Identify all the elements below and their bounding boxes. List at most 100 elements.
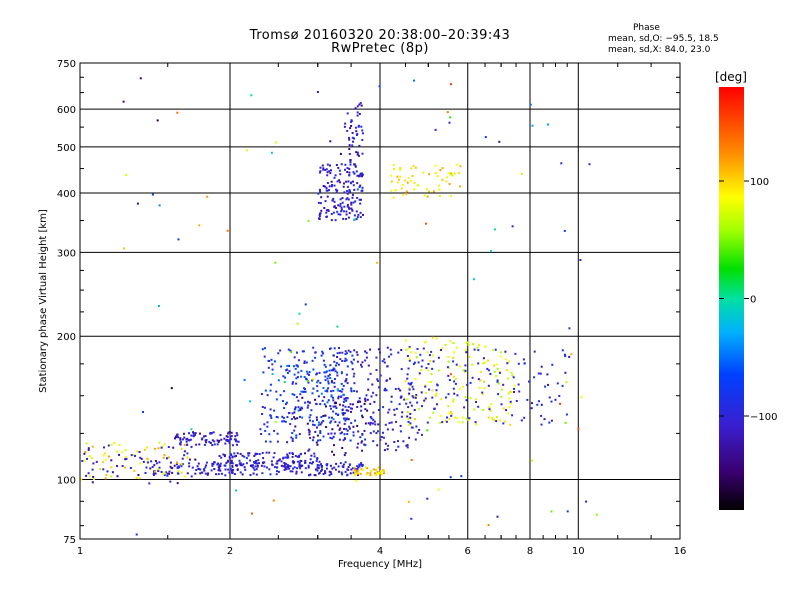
data-point (364, 359, 367, 362)
data-point (314, 356, 317, 359)
data-point (410, 351, 413, 354)
phase-stats-o: mean, sd,O: −95.5, 18.5 (608, 34, 719, 44)
data-point (176, 433, 179, 436)
data-point (124, 466, 126, 469)
data-point (366, 467, 369, 470)
data-point (416, 348, 419, 350)
data-point (350, 410, 352, 413)
data-point (331, 416, 333, 419)
data-point (330, 169, 332, 172)
data-point (351, 354, 354, 357)
data-point (158, 441, 161, 444)
data-point (445, 180, 448, 183)
data-point (444, 344, 447, 346)
data-point (176, 466, 179, 469)
data-point (349, 127, 352, 130)
data-point (227, 431, 230, 434)
data-point (520, 172, 523, 175)
data-point (347, 216, 350, 219)
data-point (405, 402, 408, 405)
data-point (537, 400, 540, 403)
data-point (253, 460, 255, 463)
data-point (343, 125, 346, 128)
data-point (227, 459, 229, 462)
data-point (316, 389, 319, 392)
data-point (457, 421, 460, 424)
data-point (254, 465, 257, 468)
data-point (420, 391, 423, 394)
data-point (342, 439, 345, 442)
data-point (339, 432, 342, 435)
data-point (304, 461, 307, 464)
data-point (429, 360, 432, 362)
data-point (478, 344, 481, 347)
data-point (561, 384, 564, 387)
data-point (354, 107, 357, 110)
data-point (353, 163, 356, 166)
data-point (158, 204, 161, 207)
data-point (433, 407, 436, 410)
data-point (295, 382, 298, 385)
chart-subtitle: RwPretec (8p) (331, 41, 429, 56)
data-point (459, 165, 462, 168)
data-point (540, 403, 543, 406)
data-point (328, 189, 330, 192)
data-point (319, 166, 322, 169)
data-point (315, 468, 318, 471)
data-point (319, 432, 322, 434)
data-point (517, 362, 520, 365)
data-point (502, 407, 505, 410)
data-point (353, 188, 356, 191)
data-point (417, 408, 420, 411)
data-point (395, 449, 398, 452)
data-point (399, 430, 402, 433)
data-point (294, 425, 297, 428)
data-point (407, 382, 410, 385)
data-point (387, 411, 390, 414)
data-point (168, 472, 171, 475)
data-point (207, 472, 210, 475)
data-point (203, 468, 205, 471)
data-point (356, 105, 359, 108)
data-point (511, 225, 514, 228)
data-point (462, 385, 464, 388)
data-point (418, 428, 421, 431)
data-point (468, 355, 471, 358)
data-point (153, 473, 155, 476)
data-point (338, 169, 341, 172)
data-point (450, 373, 452, 376)
data-points (80, 77, 598, 536)
data-point (319, 423, 322, 426)
data-point (355, 471, 358, 474)
data-point (271, 373, 274, 375)
data-point (356, 216, 359, 219)
data-point (205, 461, 208, 464)
data-point (303, 360, 306, 363)
data-point (333, 176, 336, 179)
data-point (482, 362, 485, 365)
data-point (447, 405, 450, 408)
data-point (400, 187, 403, 190)
data-point (437, 488, 440, 491)
data-point (566, 510, 569, 513)
data-point (350, 468, 353, 471)
data-point (332, 418, 335, 421)
data-point (346, 397, 349, 400)
data-point (312, 436, 315, 439)
data-point (331, 467, 334, 470)
data-point (508, 397, 511, 400)
data-point (450, 83, 452, 86)
data-point (337, 363, 340, 366)
data-point (261, 452, 264, 454)
data-point (346, 192, 349, 195)
data-point (351, 144, 354, 147)
data-point (234, 438, 237, 441)
data-point (435, 389, 438, 392)
data-point (526, 398, 529, 401)
data-point (341, 465, 344, 468)
data-point (347, 409, 350, 412)
data-point (146, 461, 149, 464)
data-point (289, 470, 292, 473)
data-point (449, 173, 452, 176)
